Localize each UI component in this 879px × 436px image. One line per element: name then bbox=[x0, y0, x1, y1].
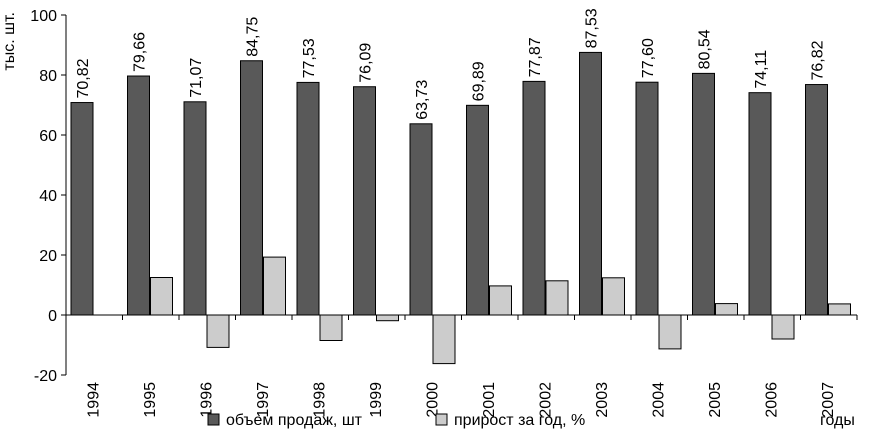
data-label-sales: 77,53 bbox=[301, 38, 318, 78]
bar-sales bbox=[522, 80, 546, 316]
bar-growth bbox=[545, 280, 569, 316]
bar-growth bbox=[376, 314, 399, 322]
y-tick-label: 60 bbox=[39, 128, 57, 145]
bars bbox=[70, 51, 851, 365]
category-label: 2003 bbox=[594, 382, 611, 418]
category-label: 1997 bbox=[255, 382, 272, 418]
data-label-sales: 70,82 bbox=[75, 58, 92, 98]
bar-sales bbox=[240, 60, 263, 316]
y-axis-title: тыс. шт. bbox=[1, 12, 18, 71]
category-label: 1999 bbox=[368, 382, 385, 418]
bar-growth bbox=[658, 314, 682, 350]
legend-label-growth: прирост за год, % bbox=[454, 412, 585, 429]
bar-sales bbox=[127, 75, 150, 316]
category-label: 1994 bbox=[85, 382, 102, 418]
category-label: 2000 bbox=[424, 382, 441, 418]
data-label-sales: 80,54 bbox=[697, 29, 714, 69]
bar-sales bbox=[692, 72, 715, 316]
y-tick-label: 40 bbox=[39, 188, 57, 205]
bar-sales bbox=[296, 81, 320, 316]
bar-growth bbox=[715, 303, 738, 316]
bar-sales bbox=[409, 123, 433, 316]
x-axis-title: годы bbox=[820, 412, 855, 429]
y-tick-label: 20 bbox=[39, 248, 57, 265]
category-label: 1998 bbox=[311, 382, 328, 418]
bar-sales bbox=[70, 102, 94, 316]
legend-swatch-growth bbox=[435, 413, 448, 426]
data-label-sales: 74,11 bbox=[753, 50, 770, 89]
data-label-sales: 69,89 bbox=[471, 61, 488, 101]
y-axis: -20 0 20 40 60 80 100 bbox=[30, 8, 67, 385]
bar-growth bbox=[150, 277, 173, 316]
x-axis: 1994 1995 1996 1997 1998 1999 2000 2001 2002 2003… bbox=[65, 314, 858, 418]
data-label-sales: 71,07 bbox=[188, 58, 205, 98]
bar-growth bbox=[602, 277, 625, 316]
data-labels: 70,82 79,66 71,07 84,75 77,53 76,09 63,73 69,89… bbox=[75, 8, 827, 120]
bar-growth bbox=[489, 285, 512, 316]
legend: объем продаж, шт прирост за год, % bbox=[207, 412, 585, 429]
bar-sales bbox=[183, 101, 207, 316]
y-tick-label: 80 bbox=[39, 68, 57, 85]
bar-growth bbox=[771, 314, 795, 340]
y-tick-label: -20 bbox=[34, 368, 57, 385]
data-label-sales: 77,87 bbox=[527, 37, 544, 77]
bar-sales bbox=[748, 92, 772, 316]
data-label-sales: 79,66 bbox=[132, 32, 149, 72]
data-label-sales: 76,82 bbox=[810, 40, 827, 80]
category-label: 2007 bbox=[820, 382, 837, 418]
category-label: 2002 bbox=[537, 382, 554, 418]
category-label: 2004 bbox=[650, 382, 667, 418]
bar-growth bbox=[432, 314, 456, 365]
bar-growth bbox=[828, 303, 851, 316]
bar-sales bbox=[635, 81, 659, 316]
bar-growth bbox=[319, 314, 343, 341]
bar-sales bbox=[805, 84, 828, 316]
bar-sales bbox=[353, 86, 376, 316]
data-label-sales: 77,60 bbox=[640, 38, 657, 78]
data-label-sales: 87,53 bbox=[584, 8, 601, 48]
category-label: 1995 bbox=[142, 382, 159, 418]
data-label-sales: 76,09 bbox=[358, 43, 375, 83]
y-tick-label: 0 bbox=[48, 308, 57, 325]
data-label-sales: 63,73 bbox=[414, 80, 431, 120]
bar-growth bbox=[263, 256, 286, 316]
bar-sales bbox=[466, 104, 489, 316]
category-label: 1996 bbox=[198, 382, 215, 418]
bar-sales bbox=[579, 51, 602, 316]
legend-swatch-sales bbox=[207, 413, 220, 426]
y-tick-label: 100 bbox=[30, 8, 57, 25]
bar-growth bbox=[206, 314, 230, 348]
category-label: 2006 bbox=[763, 382, 780, 418]
category-label: 2001 bbox=[481, 382, 498, 418]
legend-label-sales: объем продаж, шт bbox=[226, 412, 363, 429]
data-label-sales: 84,75 bbox=[245, 17, 262, 57]
category-label: 2005 bbox=[707, 382, 724, 418]
